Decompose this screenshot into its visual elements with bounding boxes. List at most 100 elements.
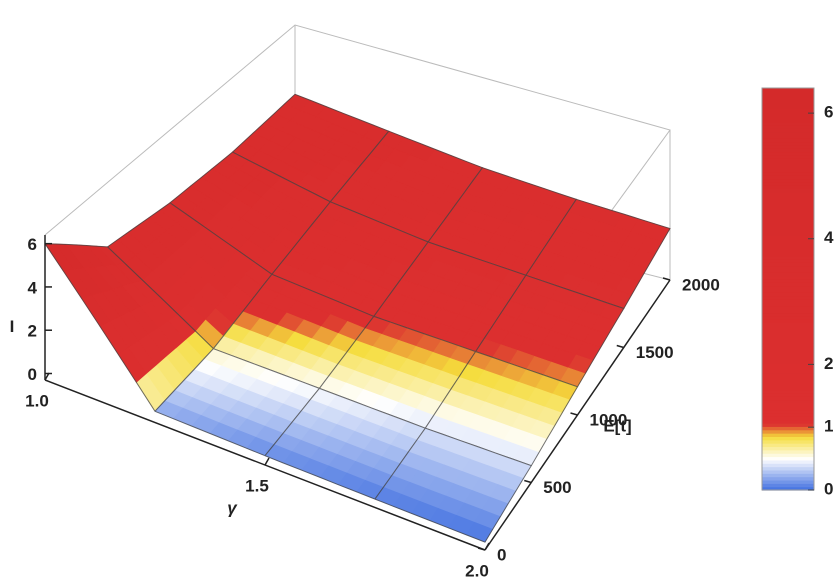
colorbar-tick-label: 1 <box>824 417 833 436</box>
colorbar-band <box>762 479 814 484</box>
colorbar-band <box>762 473 814 478</box>
x-tick-label: 2.0 <box>465 561 489 580</box>
colorbar-band <box>762 178 814 183</box>
colorbar-band <box>762 369 814 374</box>
colorbar-band <box>762 406 814 411</box>
colorbar-band <box>762 376 814 381</box>
colorbar-tick-label: 6 <box>824 103 833 122</box>
surface-cell <box>44 243 215 413</box>
colorbar-band <box>762 429 814 434</box>
colorbar-band <box>762 232 814 236</box>
colorbar-band <box>762 389 814 394</box>
colorbar-band <box>762 352 814 357</box>
colorbar-band <box>762 282 814 287</box>
colorbar-band <box>762 228 814 233</box>
colorbar-band <box>762 459 814 464</box>
colorbar-band <box>762 262 814 267</box>
colorbar-band <box>762 268 814 273</box>
colorbar-band <box>762 124 814 129</box>
surface-cell <box>318 315 477 429</box>
colorbar-band <box>762 101 814 106</box>
surface-cell <box>169 151 332 275</box>
mesh-line <box>374 427 533 543</box>
surface-cell <box>373 241 527 353</box>
colorbar-band <box>762 483 814 488</box>
colorbar-band <box>762 463 814 468</box>
colorbar-band <box>762 121 814 126</box>
colorbar-band <box>762 208 814 213</box>
colorbar-band <box>762 98 814 102</box>
y-tick-label: 500 <box>543 478 571 497</box>
colorbar-band <box>762 148 814 153</box>
colorbar-band <box>762 433 814 437</box>
z-tick-label: 0 <box>28 365 37 384</box>
colorbar-band <box>762 235 814 240</box>
colorbar-band <box>762 399 814 404</box>
colorbar-band <box>762 372 814 377</box>
colorbar-band <box>762 128 814 133</box>
colorbar-band <box>762 322 814 327</box>
colorbar-band <box>762 151 814 156</box>
colorbar-band <box>762 325 814 330</box>
colorbar-band <box>762 111 814 116</box>
x-tick <box>44 372 50 381</box>
colorbar-band <box>762 443 814 448</box>
colorbar-band <box>762 469 814 474</box>
surface-cell <box>424 351 579 467</box>
colorbar-band <box>762 416 814 421</box>
colorbar-band <box>762 292 814 297</box>
surface-cell <box>475 274 625 388</box>
y-tick <box>524 479 532 484</box>
colorbar-band <box>762 426 814 431</box>
colorbar-band <box>762 141 814 146</box>
colorbar-band <box>762 362 814 367</box>
y-tick <box>477 547 486 551</box>
colorbar-band <box>762 171 814 176</box>
y-axis-label: E[t] <box>603 416 631 435</box>
surface-cell <box>427 167 578 276</box>
colorbar-band <box>762 315 814 320</box>
colorbar-band <box>762 402 814 407</box>
colorbar-band <box>762 319 814 324</box>
colorbar-band <box>762 144 814 149</box>
colorbar-band <box>762 165 814 169</box>
colorbar-band <box>762 114 814 119</box>
colorbar-band <box>762 255 814 260</box>
colorbar-band <box>762 456 814 461</box>
colorbar-band <box>762 252 814 257</box>
colorbar-band <box>762 91 814 96</box>
colorbar-band <box>762 161 814 166</box>
surface-cell <box>271 201 429 318</box>
colorbar-band <box>762 211 814 216</box>
z-axis-label: I <box>10 317 15 336</box>
colorbar-band <box>762 131 814 136</box>
colorbar-band <box>762 248 814 253</box>
colorbar-band <box>762 339 814 344</box>
colorbar-band <box>762 379 814 384</box>
colorbar-band <box>762 218 814 223</box>
surface-cell <box>264 387 427 500</box>
surface-cell <box>154 348 321 457</box>
x-axis-label: γ <box>227 498 238 517</box>
colorbar-band <box>762 289 814 293</box>
colorbar-band <box>762 345 814 350</box>
colorbar-band <box>762 396 814 401</box>
colorbar-band <box>762 439 814 444</box>
colorbar-band <box>762 188 814 193</box>
colorbar-band <box>762 168 814 173</box>
colorbar-band <box>762 222 814 226</box>
colorbar-band <box>762 138 814 143</box>
colorbar-band <box>762 185 814 190</box>
colorbar-band <box>762 419 814 424</box>
y-tick <box>662 277 671 281</box>
colorbar-band <box>762 181 814 186</box>
colorbar-band <box>762 258 814 263</box>
colorbar-band <box>762 134 814 139</box>
colorbar-band <box>762 359 814 364</box>
colorbar-band <box>762 335 814 340</box>
surface-cell <box>107 202 273 350</box>
colorbar-band <box>762 175 814 180</box>
y-tick <box>570 412 578 416</box>
colorbar-band <box>762 275 814 280</box>
colorbar-band <box>762 108 814 113</box>
